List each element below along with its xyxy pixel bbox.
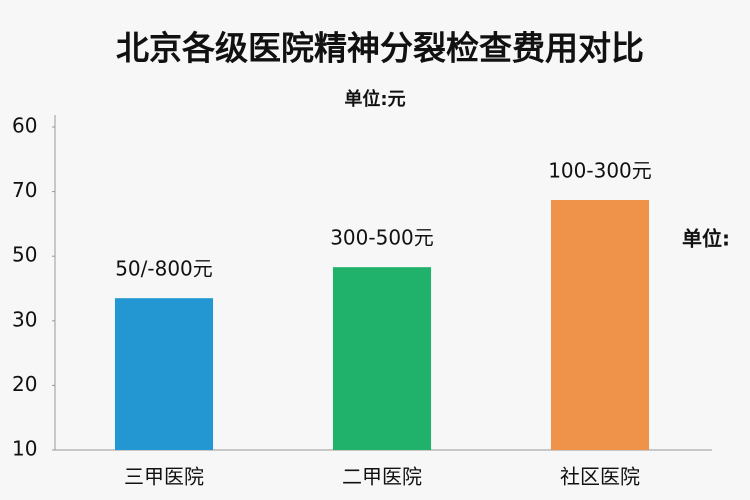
bar [332,267,432,450]
bar [114,298,214,450]
x-tick-label: 二甲医院 [342,465,422,489]
y-tick-label: 50 [12,243,37,267]
y-tick-label: 20 [12,372,37,396]
chart-title: 北京各级医院精神分裂检查费用对比 [116,29,644,68]
y-tick-label: 60 [12,114,37,138]
y-tick-label: 10 [12,437,37,461]
x-tick-label: 社区医院 [560,465,640,489]
side-note: 单位: [682,227,730,251]
chart-subtitle: 单位:元 [344,88,405,110]
y-tick-label: 70 [12,178,37,202]
y-tick-label: 30 [12,307,37,331]
bar [550,199,650,450]
bar-text: 50/-800元 [115,257,213,281]
bar-text: 300-500元 [330,226,434,250]
bar-text: 100-300元 [548,158,652,182]
x-tick-label: 三甲医院 [124,465,204,489]
